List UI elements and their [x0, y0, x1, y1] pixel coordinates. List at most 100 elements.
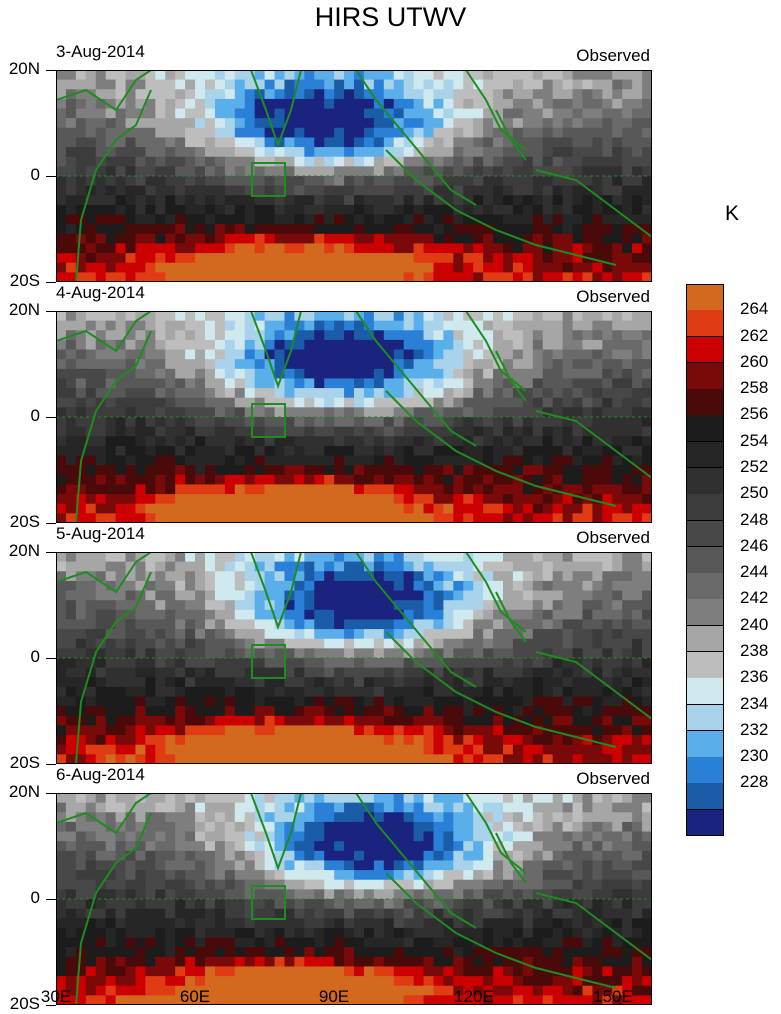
field-cell — [245, 350, 256, 360]
field-cell — [225, 398, 236, 408]
field-cell — [265, 340, 276, 350]
field-cell — [414, 600, 425, 610]
field-cell — [622, 80, 633, 90]
field-cell — [76, 600, 87, 610]
field-cell — [175, 889, 186, 899]
field-cell — [195, 205, 206, 215]
field-cell — [324, 581, 335, 591]
field-cell — [563, 812, 574, 822]
field-cell — [344, 70, 355, 80]
field-cell — [334, 388, 345, 398]
field-cell — [255, 928, 266, 938]
field-cell — [56, 619, 67, 629]
field-cell — [195, 243, 206, 253]
field-cell — [195, 610, 206, 620]
field-cell — [225, 687, 236, 697]
field-cell — [632, 234, 643, 244]
field-cell — [493, 234, 504, 244]
field-cell — [433, 571, 444, 581]
field-cell — [533, 436, 544, 446]
field-cell — [553, 475, 564, 485]
field-cell — [563, 552, 574, 562]
field-cell — [394, 928, 405, 938]
field-cell — [155, 552, 166, 562]
field-cell — [116, 350, 127, 360]
field-cell — [275, 340, 286, 350]
field-cell — [394, 484, 405, 494]
field-cell — [96, 436, 107, 446]
field-cell — [503, 677, 514, 687]
field-cell — [284, 321, 295, 331]
field-cell — [354, 899, 365, 909]
colorbar-level: 246 — [740, 536, 768, 556]
field-cell — [513, 166, 524, 176]
field-cell — [513, 562, 524, 572]
field-cell — [602, 340, 613, 350]
field-cell — [433, 581, 444, 591]
field-cell — [563, 359, 574, 369]
field-cell — [543, 639, 554, 649]
field-cell — [225, 446, 236, 456]
field-cell — [135, 388, 146, 398]
field-cell — [602, 706, 613, 716]
field-cell — [185, 99, 196, 109]
field-cell — [404, 803, 415, 813]
field-cell — [304, 484, 315, 494]
field-cell — [374, 109, 385, 119]
field-cell — [86, 340, 97, 350]
field-cell — [284, 215, 295, 225]
field-cell — [592, 880, 603, 890]
field-cell — [235, 118, 246, 128]
field-cell — [155, 832, 166, 842]
field-cell — [106, 668, 117, 678]
field-cell — [543, 427, 554, 437]
field-cell — [394, 754, 405, 764]
field-cell — [424, 340, 435, 350]
field-cell — [195, 880, 206, 890]
field-cell — [433, 321, 444, 331]
field-cell — [205, 436, 216, 446]
field-cell — [334, 378, 345, 388]
field-cell — [255, 465, 266, 475]
field-cell — [324, 880, 335, 890]
field-cell — [443, 321, 454, 331]
field-cell — [374, 186, 385, 196]
field-cell — [404, 340, 415, 350]
field-cell — [493, 417, 504, 427]
field-cell — [215, 70, 226, 80]
field-cell — [404, 465, 415, 475]
field-cell — [96, 706, 107, 716]
field-cell — [384, 697, 395, 707]
field-cell — [255, 668, 266, 678]
field-cell — [563, 754, 574, 764]
field-cell — [523, 166, 534, 176]
field-cell — [304, 427, 315, 437]
field-cell — [433, 610, 444, 620]
field-cell — [56, 928, 67, 938]
field-cell — [155, 745, 166, 755]
field-cell — [195, 860, 206, 870]
field-cell — [215, 186, 226, 196]
field-cell — [394, 658, 405, 668]
field-cell — [205, 330, 216, 340]
field-cell — [66, 80, 77, 90]
field-cell — [582, 629, 593, 639]
field-cell — [175, 793, 186, 803]
field-cell — [493, 504, 504, 514]
colorbar — [686, 284, 724, 836]
field-cell — [364, 513, 375, 523]
field-cell — [463, 388, 474, 398]
field-cell — [145, 725, 156, 735]
field-cell — [165, 581, 176, 591]
field-cell — [235, 128, 246, 138]
field-cell — [304, 639, 315, 649]
field-cell — [324, 571, 335, 581]
field-cell — [284, 80, 295, 90]
field-cell — [533, 697, 544, 707]
field-cell — [175, 571, 186, 581]
field-cell — [384, 639, 395, 649]
field-cell — [116, 446, 127, 456]
field-cell — [245, 484, 256, 494]
field-cell — [175, 648, 186, 658]
field-cell — [225, 330, 236, 340]
